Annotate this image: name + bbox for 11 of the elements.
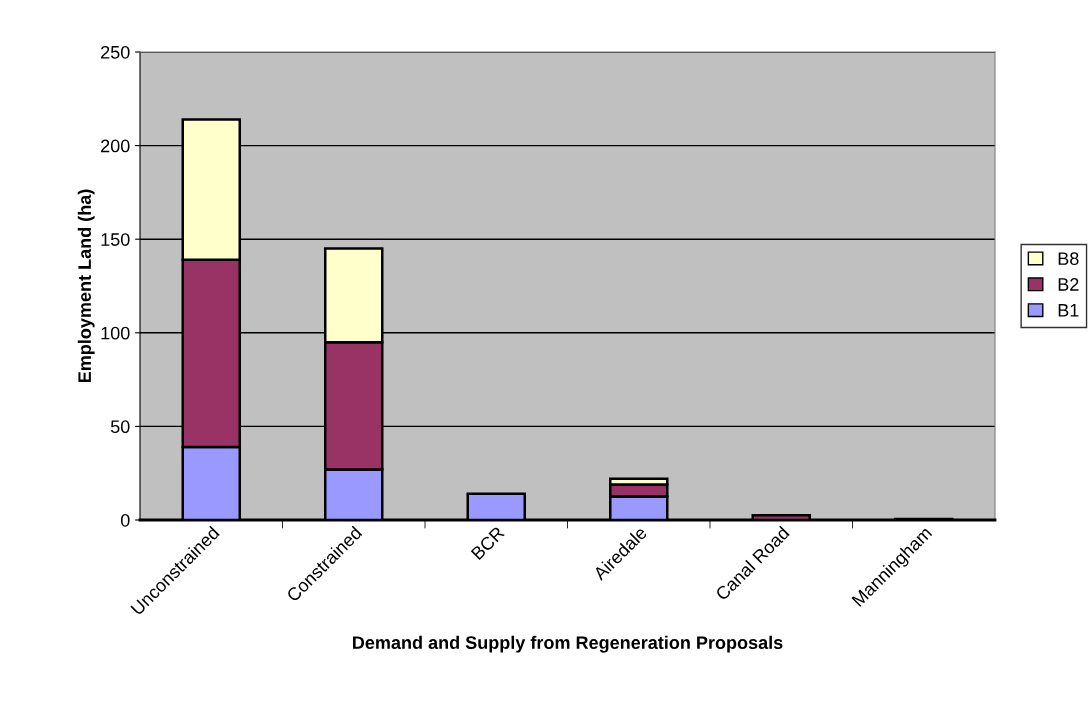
y-tick-label: 100 [101,326,130,340]
x-axis-title: Demand and Supply from Regeneration Proposals [353,635,783,653]
y-tick-label: 0 [120,513,130,527]
legend-label: B8 [1058,252,1079,265]
y-tick-label: 150 [101,233,130,246]
legend-label: B1 [1058,304,1079,317]
y-axis-title: Employment Land (ha) [77,189,95,383]
y-tick-label: 50 [110,420,130,434]
y-tick-label: 250 [101,45,130,59]
legend-label: B2 [1058,278,1079,291]
y-tick-label: 200 [101,139,130,153]
